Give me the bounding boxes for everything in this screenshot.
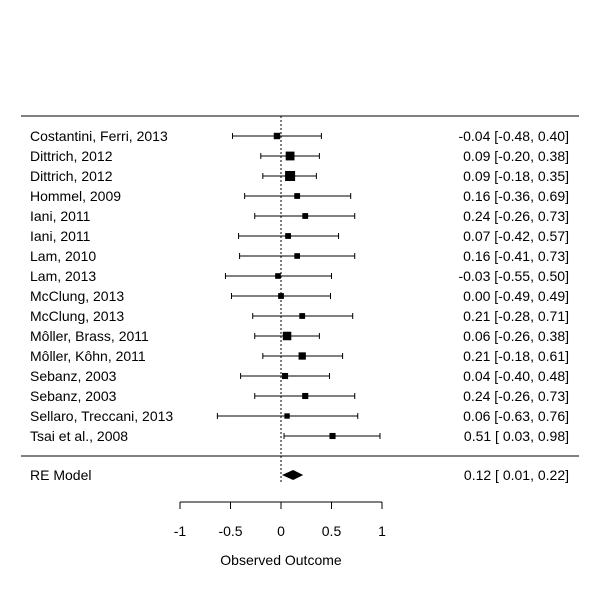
study-label: Lam, 2010	[30, 248, 96, 264]
study-row: Tsai et al., 2008 0.51 [ 0.03, 0.98]	[30, 428, 569, 444]
estimate-point	[302, 213, 309, 219]
estimate-ci-text: 0.16 [-0.36, 0.69]	[463, 188, 569, 204]
estimate-ci-text: 0.24 [-0.26, 0.73]	[463, 388, 569, 404]
study-label: McClung, 2013	[30, 308, 124, 324]
estimate-point	[282, 331, 292, 341]
study-row: Sebanz, 2003 0.24 [-0.26, 0.73]	[30, 388, 569, 404]
estimate-ci-text: 0.24 [-0.26, 0.73]	[463, 208, 569, 224]
estimate-ci-text: 0.09 [-0.18, 0.35]	[463, 168, 569, 184]
estimate-point	[329, 432, 336, 440]
study-row: Hommel, 2009 0.16 [-0.36, 0.69]	[30, 188, 569, 204]
study-label: Tsai et al., 2008	[30, 428, 128, 444]
study-row: Dittrich, 2012 0.09 [-0.18, 0.35]	[30, 168, 569, 184]
estimate-ci-text: 0.09 [-0.20, 0.38]	[463, 148, 569, 164]
estimate-point	[278, 293, 284, 299]
summary-estimate-text: 0.12 [ 0.01, 0.22]	[464, 467, 569, 483]
study-row: Lam, 2010 0.16 [-0.41, 0.73]	[30, 248, 569, 264]
estimate-point	[285, 171, 296, 181]
estimate-ci-text: 0.06 [-0.26, 0.38]	[463, 328, 569, 344]
estimate-point	[298, 352, 306, 360]
estimate-point	[284, 413, 290, 419]
study-label: Costantini, Ferri, 2013	[30, 128, 168, 144]
estimate-point	[285, 151, 295, 161]
estimate-ci-text: -0.04 [-0.48, 0.40]	[458, 128, 569, 144]
study-label: Iani, 2011	[30, 208, 91, 224]
study-label: Iani, 2011	[30, 228, 91, 244]
estimate-ci-text: 0.00 [-0.49, 0.49]	[463, 288, 569, 304]
estimate-ci-text: 0.16 [-0.41, 0.73]	[463, 248, 569, 264]
estimate-ci-text: -0.03 [-0.55, 0.50]	[458, 268, 569, 284]
study-label: Sebanz, 2003	[30, 388, 117, 404]
estimate-point	[275, 273, 281, 279]
study-row: Môller, Kôhn, 2011 0.21 [-0.18, 0.61]	[30, 348, 569, 364]
axis-tick-label: 0	[277, 523, 285, 539]
estimate-point	[294, 193, 301, 199]
study-label: Dittrich, 2012	[30, 148, 113, 164]
x-axis: -1 -0.5 0 0.5 1	[174, 501, 386, 539]
study-row: Dittrich, 2012 0.09 [-0.20, 0.38]	[30, 148, 569, 164]
axis-tick-label: -1	[174, 523, 187, 539]
study-row: Iani, 2011 0.24 [-0.26, 0.73]	[30, 208, 569, 224]
estimate-point	[285, 233, 291, 239]
study-rows: Costantini, Ferri, 2013 -0.04 [-0.48, 0.4…	[30, 128, 569, 444]
estimate-ci-text: 0.06 [-0.63, 0.76]	[463, 408, 569, 424]
study-row: Lam, 2013 -0.03 [-0.55, 0.50]	[30, 268, 569, 284]
study-row: Sellaro, Treccani, 2013 0.06 [-0.63, 0.76…	[30, 408, 569, 424]
estimate-point	[281, 372, 289, 380]
study-row: Costantini, Ferri, 2013 -0.04 [-0.48, 0.4…	[30, 128, 569, 144]
estimate-ci-text: 0.51 [ 0.03, 0.98]	[464, 428, 569, 444]
study-label: Hommel, 2009	[30, 188, 121, 204]
study-row: Môller, Brass, 2011 0.06 [-0.26, 0.38]	[30, 328, 569, 344]
study-row: Sebanz, 2003 0.04 [-0.40, 0.48]	[30, 368, 569, 384]
estimate-ci-text: 0.21 [-0.18, 0.61]	[463, 348, 569, 364]
estimate-ci-text: 0.04 [-0.40, 0.48]	[463, 368, 569, 384]
study-row: McClung, 2013 0.00 [-0.49, 0.49]	[30, 288, 569, 304]
estimate-point	[273, 132, 281, 140]
study-label: Dittrich, 2012	[30, 168, 113, 184]
axis-tick-label: 1	[378, 523, 386, 539]
axis-tick-label: -0.5	[218, 523, 242, 539]
summary-diamond	[282, 470, 304, 480]
estimate-ci-text: 0.07 [-0.42, 0.57]	[463, 228, 569, 244]
estimate-point	[302, 392, 309, 400]
study-row: Iani, 2011 0.07 [-0.42, 0.57]	[30, 228, 569, 244]
estimate-point	[299, 313, 306, 319]
estimate-ci-text: 0.21 [-0.28, 0.71]	[463, 308, 569, 324]
summary-label: RE Model	[30, 467, 91, 483]
study-label: Môller, Kôhn, 2011	[30, 348, 146, 364]
study-label: Môller, Brass, 2011	[30, 328, 149, 344]
study-row: McClung, 2013 0.21 [-0.28, 0.71]	[30, 308, 569, 324]
estimate-point	[294, 253, 300, 259]
study-label: McClung, 2013	[30, 288, 124, 304]
study-label: Sellaro, Treccani, 2013	[30, 408, 173, 424]
x-axis-label: Observed Outcome	[220, 552, 342, 568]
summary-row: RE Model 0.12 [ 0.01, 0.22]	[30, 467, 569, 483]
study-label: Lam, 2013	[30, 268, 96, 284]
axis-tick-label: 0.5	[322, 523, 342, 539]
study-label: Sebanz, 2003	[30, 368, 117, 384]
